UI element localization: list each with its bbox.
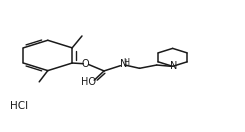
Text: HO: HO [81,77,96,86]
Text: HCl: HCl [10,101,28,111]
Text: H: H [124,58,130,67]
Text: O: O [82,59,89,69]
Text: N: N [170,61,177,71]
Text: N: N [120,59,127,69]
